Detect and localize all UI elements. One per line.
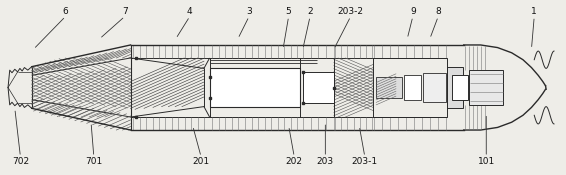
Text: 101: 101 — [478, 157, 495, 166]
Text: 8: 8 — [435, 7, 441, 16]
Text: 201: 201 — [192, 157, 209, 166]
Bar — [423, 73, 445, 102]
Text: 4: 4 — [187, 7, 192, 16]
Text: 1: 1 — [531, 7, 537, 16]
Text: 702: 702 — [12, 157, 29, 166]
Text: 2: 2 — [307, 7, 313, 16]
Text: 9: 9 — [410, 7, 416, 16]
Text: 203-2: 203-2 — [338, 7, 364, 16]
Text: 5: 5 — [286, 7, 291, 16]
Text: 202: 202 — [286, 157, 303, 166]
Bar — [209, 68, 300, 107]
Bar — [303, 72, 334, 103]
Text: 203: 203 — [317, 157, 334, 166]
Text: 6: 6 — [63, 7, 68, 16]
Bar — [447, 67, 462, 108]
Bar — [452, 75, 468, 100]
Text: 203-1: 203-1 — [352, 157, 378, 166]
Bar — [469, 70, 503, 105]
Text: 3: 3 — [246, 7, 252, 16]
Bar — [404, 75, 421, 100]
Text: 701: 701 — [85, 157, 102, 166]
Text: 7: 7 — [122, 7, 128, 16]
Bar — [376, 77, 401, 98]
